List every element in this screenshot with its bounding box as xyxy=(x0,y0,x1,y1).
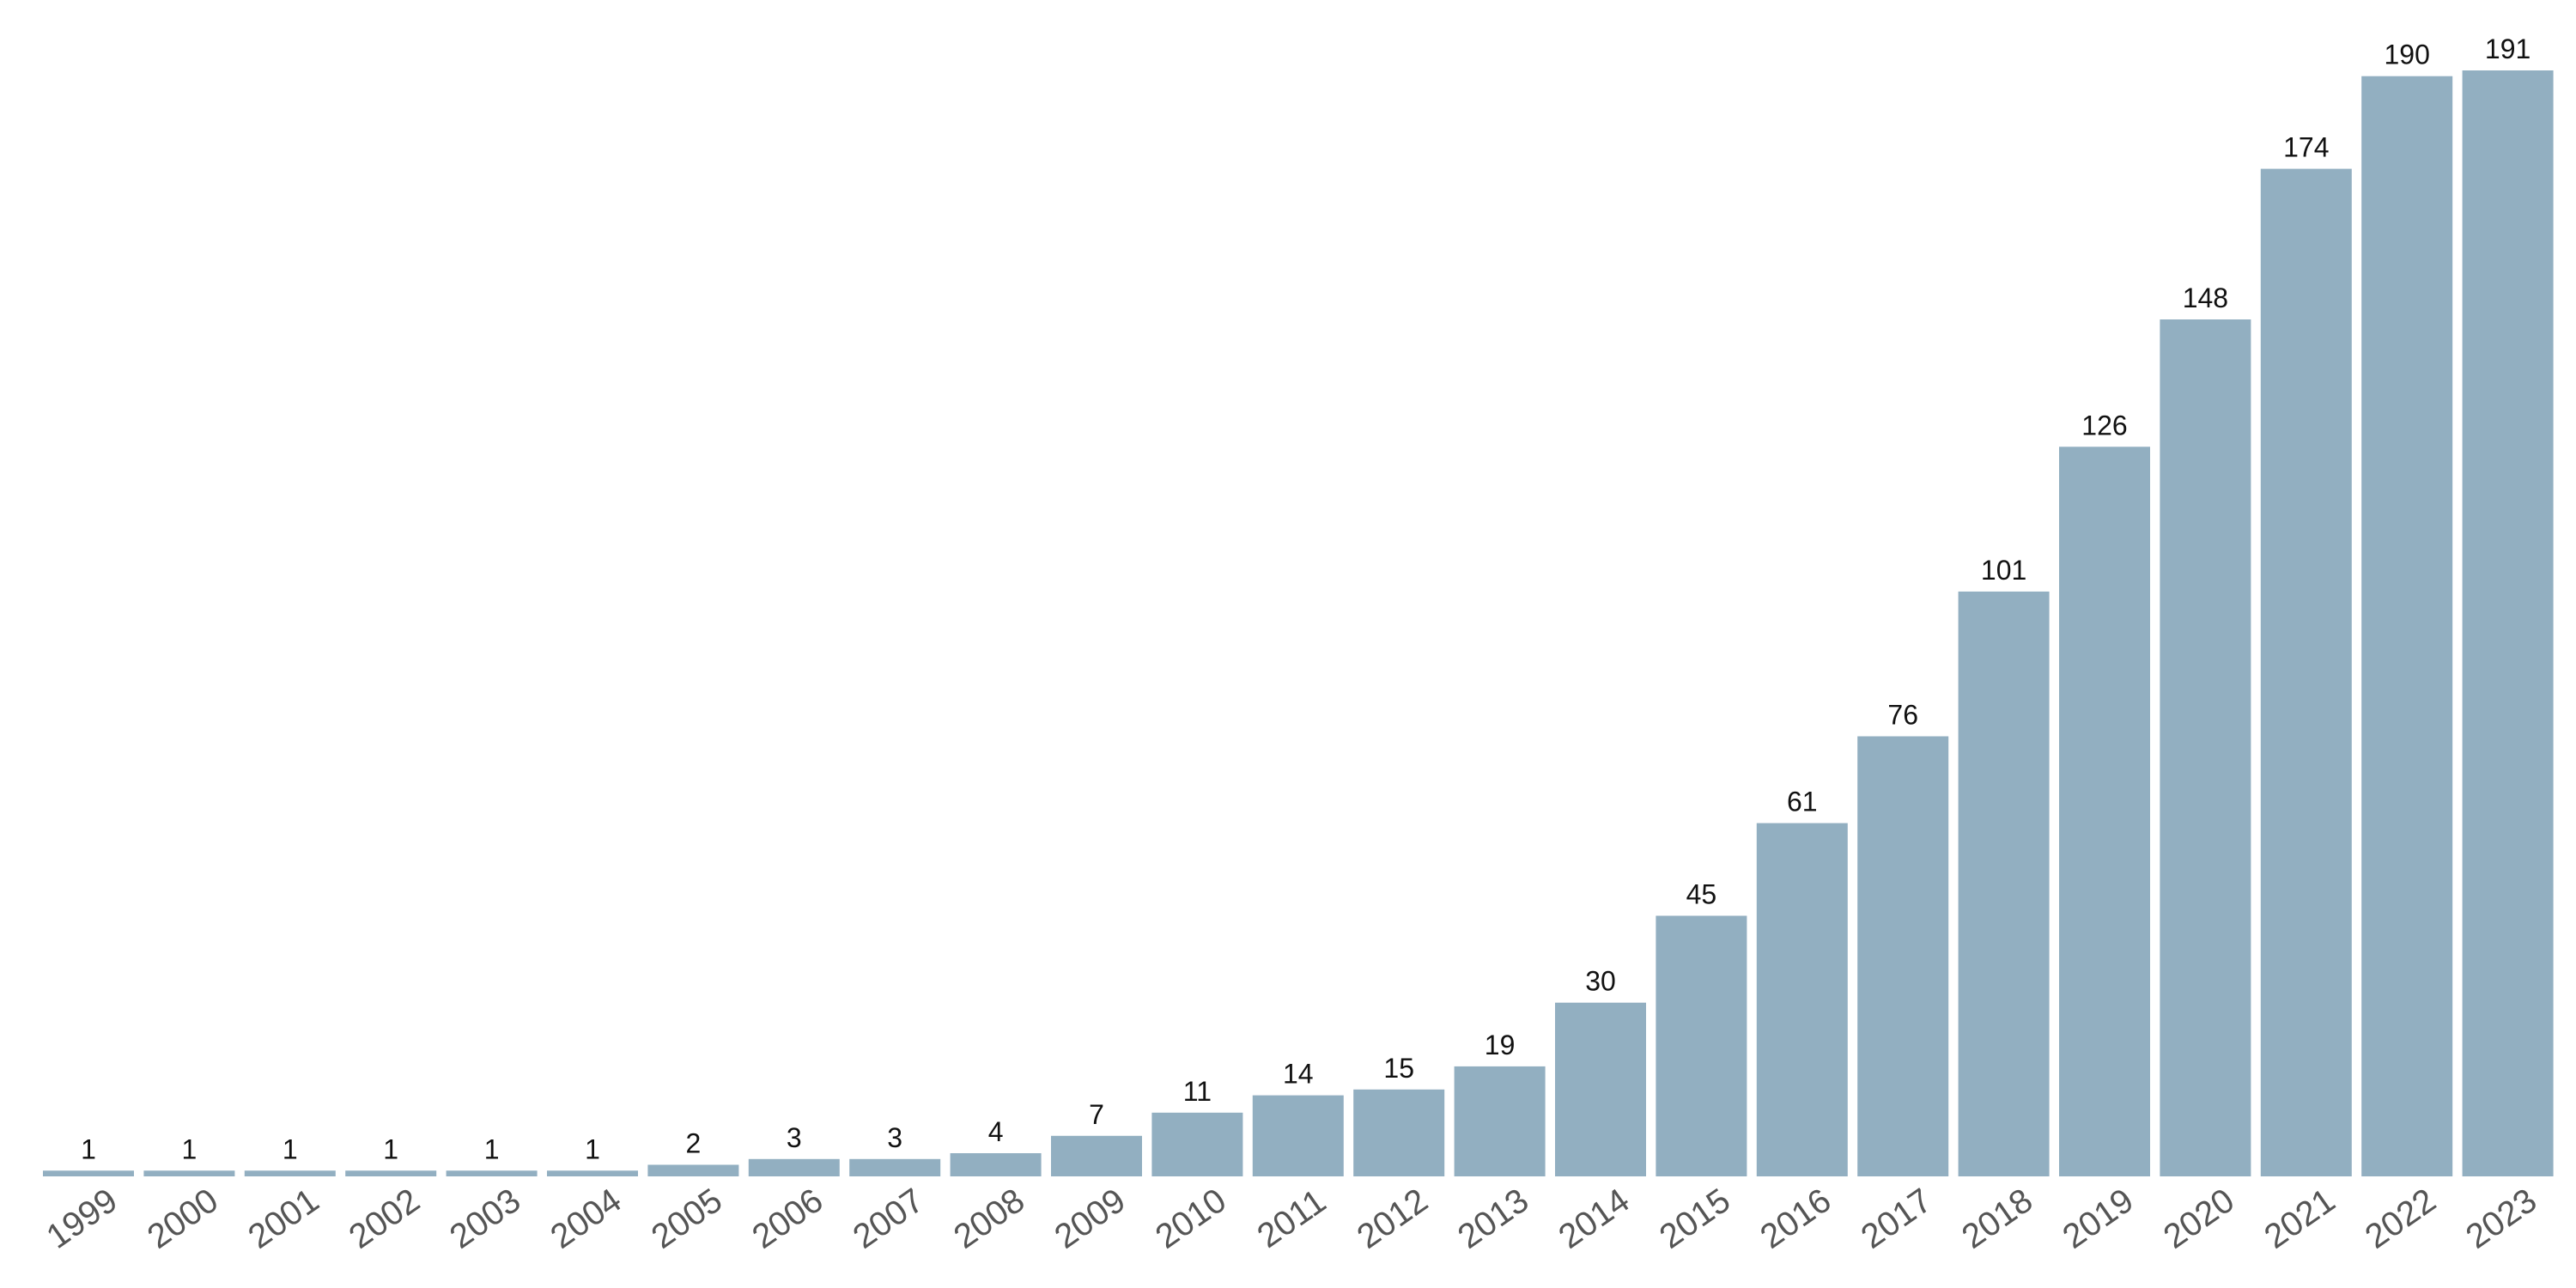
x-tick-2004: 2004 xyxy=(544,1182,628,1256)
bar-2014 xyxy=(1555,1002,1646,1176)
x-tick-1999: 1999 xyxy=(39,1182,124,1256)
data-label-2023: 191 xyxy=(2485,33,2530,64)
bar-2015 xyxy=(1656,915,1747,1176)
data-label-2011: 14 xyxy=(1283,1059,1314,1090)
data-label-2003: 1 xyxy=(484,1133,500,1164)
x-tick-2022: 2022 xyxy=(2359,1182,2443,1256)
data-label-2008: 4 xyxy=(988,1116,1004,1147)
bar-1999 xyxy=(43,1170,134,1176)
x-tick-2013: 2013 xyxy=(1451,1182,1535,1256)
x-tick-2002: 2002 xyxy=(343,1182,427,1256)
data-label-2005: 2 xyxy=(686,1128,702,1159)
bar-2006 xyxy=(748,1158,840,1176)
bar-2016 xyxy=(1756,823,1848,1176)
data-label-2018: 101 xyxy=(1981,555,2026,586)
data-label-2001: 1 xyxy=(283,1133,298,1164)
bar-2011 xyxy=(1252,1095,1344,1176)
x-tick-2005: 2005 xyxy=(645,1182,729,1256)
x-tick-2023: 2023 xyxy=(2459,1182,2543,1256)
x-tick-2012: 2012 xyxy=(1351,1182,1435,1256)
bar-2000 xyxy=(143,1170,235,1176)
data-label-2015: 45 xyxy=(1686,879,1717,910)
x-tick-labels-layer: 1999 2000 2001 2002 2003 2004 2005 2006 2007 2008… xyxy=(39,1182,2543,1256)
bar-2012 xyxy=(1353,1089,1445,1176)
x-tick-2003: 2003 xyxy=(443,1182,527,1256)
bar-2005 xyxy=(647,1164,739,1176)
x-tick-2010: 2010 xyxy=(1149,1182,1233,1256)
data-label-2019: 126 xyxy=(2081,410,2127,440)
data-label-1999: 1 xyxy=(81,1133,96,1164)
x-tick-2007: 2007 xyxy=(847,1182,931,1256)
data-label-2010: 11 xyxy=(1183,1076,1212,1107)
x-tick-2020: 2020 xyxy=(2157,1182,2241,1256)
x-tick-2000: 2000 xyxy=(141,1182,225,1256)
x-tick-2017: 2017 xyxy=(1855,1182,1939,1256)
x-tick-2009: 2009 xyxy=(1048,1182,1132,1256)
x-tick-2006: 2006 xyxy=(745,1182,829,1256)
bar-2022 xyxy=(2361,76,2453,1177)
data-label-2021: 174 xyxy=(2283,132,2329,163)
bar-2020 xyxy=(2160,319,2251,1176)
bar-2018 xyxy=(1958,591,2050,1176)
data-label-2016: 61 xyxy=(1787,787,1818,817)
x-tick-2011: 2011 xyxy=(1250,1182,1333,1255)
x-tick-2008: 2008 xyxy=(947,1182,1031,1256)
x-tick-2014: 2014 xyxy=(1552,1182,1636,1256)
bar-2003 xyxy=(446,1170,538,1176)
bar-2001 xyxy=(244,1170,336,1176)
data-label-2012: 15 xyxy=(1383,1053,1414,1084)
bar-2013 xyxy=(1454,1066,1546,1176)
data-label-2007: 3 xyxy=(887,1122,902,1153)
bar-2007 xyxy=(849,1158,941,1176)
bar-2019 xyxy=(2059,447,2150,1176)
bar-2010 xyxy=(1151,1112,1243,1176)
data-label-2002: 1 xyxy=(383,1133,398,1164)
bar-2023 xyxy=(2462,70,2554,1176)
data-label-2017: 76 xyxy=(1887,700,1918,731)
x-tick-2018: 2018 xyxy=(1955,1182,2039,1256)
data-label-2004: 1 xyxy=(585,1133,600,1164)
bar-2002 xyxy=(345,1170,437,1176)
data-label-2009: 7 xyxy=(1089,1099,1104,1130)
x-tick-2016: 2016 xyxy=(1753,1182,1838,1256)
x-tick-2019: 2019 xyxy=(2056,1182,2140,1256)
data-label-2000: 1 xyxy=(182,1133,197,1164)
data-label-2006: 3 xyxy=(787,1122,802,1153)
bar-2021 xyxy=(2260,168,2352,1177)
x-tick-2021: 2021 xyxy=(2257,1182,2342,1256)
data-label-2014: 30 xyxy=(1585,966,1616,997)
bar-2017 xyxy=(1857,736,1949,1176)
bar-2008 xyxy=(950,1153,1042,1176)
data-label-2013: 19 xyxy=(1485,1030,1516,1060)
x-tick-2015: 2015 xyxy=(1653,1182,1737,1256)
data-label-2022: 190 xyxy=(2385,39,2430,70)
bar-2009 xyxy=(1051,1135,1142,1176)
bars-layer xyxy=(43,70,2554,1177)
data-label-2020: 148 xyxy=(2183,283,2228,313)
bar-2004 xyxy=(547,1170,638,1176)
x-tick-2001: 2001 xyxy=(241,1182,325,1256)
